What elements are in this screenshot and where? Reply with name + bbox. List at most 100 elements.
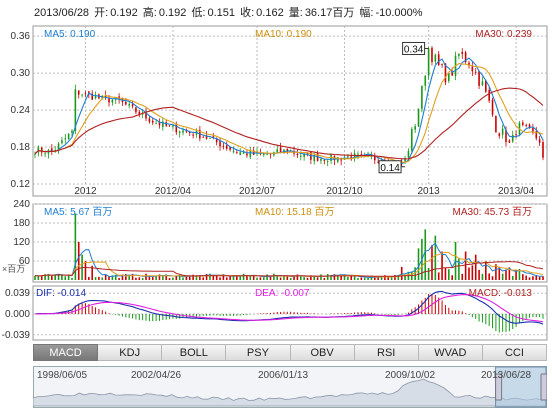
volume-bar	[219, 277, 221, 280]
candle-body	[276, 149, 279, 153]
candle-body	[168, 125, 171, 127]
volume-bar	[168, 278, 171, 280]
candle-body	[535, 131, 538, 139]
volume-bar	[336, 275, 339, 280]
candle-body	[77, 90, 80, 95]
dif-line	[34, 290, 544, 325]
volume-bar	[404, 274, 406, 280]
candle-body	[178, 131, 181, 134]
tab-kdj[interactable]: KDJ	[98, 344, 163, 361]
navigator-right-handle[interactable]	[540, 373, 547, 401]
candle-body	[158, 122, 161, 126]
volume-bar	[377, 277, 379, 280]
candle-body	[468, 62, 470, 65]
volume-bar	[125, 274, 127, 280]
candle-body	[279, 147, 282, 153]
dif-legend: DIF: -0.014	[36, 288, 86, 299]
candle-body	[242, 152, 245, 154]
open-label: 开:	[94, 7, 109, 19]
tab-obv[interactable]: OBV	[290, 344, 355, 361]
volume-bar	[135, 277, 137, 280]
dea-line	[34, 294, 544, 323]
candle-body	[532, 128, 534, 133]
change-label: 幅:	[359, 7, 374, 19]
price-y-tick-label: 0.24	[11, 105, 31, 116]
candle-body	[434, 54, 437, 62]
candle-body	[373, 156, 376, 161]
volume-bar	[367, 277, 369, 280]
candle-body	[111, 100, 114, 103]
volume-bar	[34, 275, 36, 280]
tab-psy[interactable]: PSY	[226, 344, 291, 361]
candle-body	[219, 141, 221, 147]
volume-bar	[269, 276, 272, 280]
candle-body	[404, 157, 406, 162]
candle-body	[40, 147, 43, 153]
volume-bar	[145, 273, 147, 280]
candle-body	[209, 137, 211, 139]
tab-rsi[interactable]: RSI	[354, 344, 419, 361]
volume-bar	[172, 277, 174, 280]
candle-body	[64, 138, 67, 140]
candle-body	[71, 130, 73, 133]
candle-body	[508, 140, 511, 143]
volume-bar	[360, 277, 363, 280]
candle-body	[538, 139, 541, 143]
tab-wvad[interactable]: WVAD	[418, 344, 483, 361]
candle-body	[182, 130, 184, 133]
tab-macd[interactable]: MACD	[33, 344, 99, 361]
volume-bar	[64, 276, 67, 280]
candle-body	[336, 157, 339, 162]
candle-body	[417, 108, 420, 127]
volume-bar	[276, 275, 279, 280]
volume-bar	[508, 267, 511, 280]
open-value: 0.192	[110, 7, 138, 19]
price-annotation: 0.34	[402, 41, 429, 55]
volume-bar	[505, 269, 507, 280]
volume-bar	[98, 276, 100, 280]
candle-body	[421, 85, 423, 109]
volume-bar	[104, 274, 107, 280]
volume-bar	[491, 276, 494, 280]
candle-body	[135, 107, 137, 113]
candle-body	[225, 145, 228, 149]
candle-body	[148, 118, 151, 122]
price-annotation: 0.14	[378, 160, 406, 174]
volume-bar	[488, 273, 490, 280]
volume-bar	[40, 275, 43, 280]
candle-body	[407, 150, 410, 158]
volume-bar	[185, 276, 188, 280]
volume-bar	[417, 248, 420, 280]
volume-bar	[108, 276, 110, 280]
volume-bar	[249, 275, 252, 280]
volume-bar	[303, 277, 305, 280]
volume-bar	[511, 275, 514, 280]
volume-bar	[320, 274, 322, 280]
candle-body	[474, 71, 477, 73]
tab-boll[interactable]: BOLL	[162, 344, 227, 361]
volume-bar	[518, 268, 521, 280]
price-x-tick-label: 2012/10	[326, 186, 363, 197]
price-x-tick-label: 2012/07	[239, 186, 276, 197]
volume-y-tick-label: 240	[13, 199, 30, 210]
volume-bar	[175, 275, 178, 280]
volume-bar	[114, 274, 117, 280]
tab-cci[interactable]: CCI	[482, 344, 547, 361]
stock-chart[interactable]: 0.12 0.18 0.24 0.30 0.36 2012 2012/04 2012/07 20…	[0, 0, 552, 344]
price-y-tick-label: 0.12	[11, 179, 31, 190]
volume-bar	[199, 275, 201, 280]
volume-bar	[283, 275, 285, 280]
volume-bar	[286, 275, 289, 280]
navigator-left-handle[interactable]	[495, 373, 503, 401]
time-navigator[interactable]: 1998/06/05 2002/04/26 2006/01/13 2009/10/02…	[33, 366, 547, 408]
volume-bar	[232, 275, 235, 280]
candle-body	[464, 52, 467, 63]
macd-y-tick-label: 0.000	[5, 309, 30, 320]
volume-label: 量:	[288, 7, 303, 19]
candle-body	[215, 139, 218, 143]
volume-bar	[458, 257, 460, 280]
price-x-tick-label: 2012	[74, 186, 97, 197]
volume-bar	[387, 277, 390, 280]
volume-bar	[313, 276, 316, 280]
volume-bar	[118, 278, 120, 280]
